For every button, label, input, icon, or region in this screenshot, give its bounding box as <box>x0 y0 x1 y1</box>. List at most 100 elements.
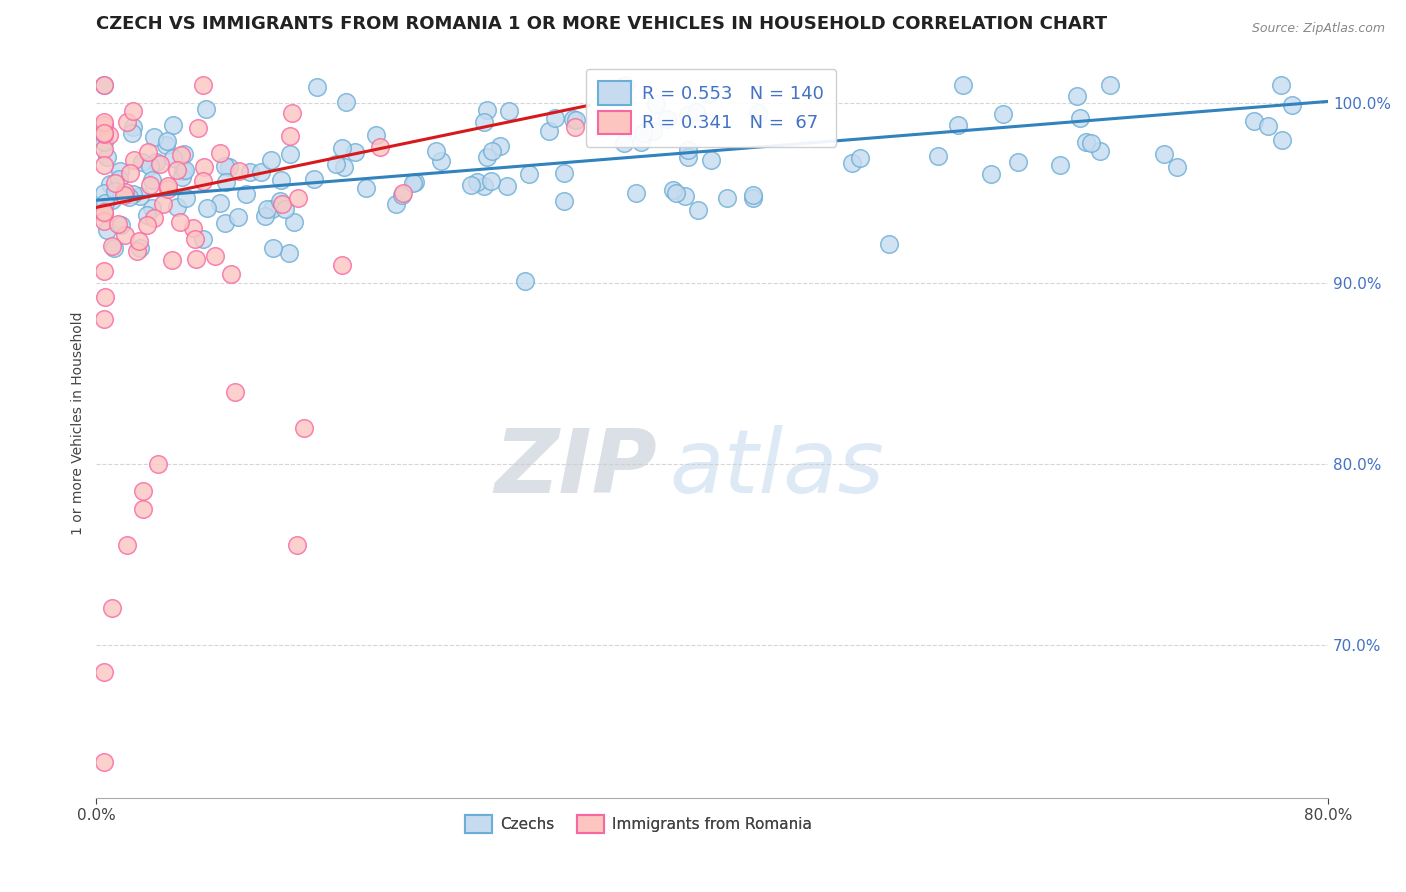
Point <box>152 197 174 211</box>
Point <box>174 191 197 205</box>
Point <box>278 147 301 161</box>
Point <box>676 108 699 122</box>
Point <box>1243 114 1265 128</box>
Point <box>93 206 115 220</box>
Point <box>676 144 699 158</box>
Point <box>93 118 115 132</box>
Point <box>610 112 633 126</box>
Point <box>214 175 236 189</box>
Text: ZIP: ZIP <box>494 425 657 512</box>
Point <box>156 134 179 148</box>
Point <box>114 227 136 242</box>
Point <box>104 184 127 198</box>
Point <box>1271 133 1294 147</box>
Point <box>741 191 763 205</box>
Point <box>191 232 214 246</box>
Point <box>269 194 291 208</box>
Point <box>270 197 292 211</box>
Point <box>172 163 194 178</box>
Point <box>335 95 357 110</box>
Point <box>93 264 115 278</box>
Point <box>131 154 153 169</box>
Point <box>429 154 451 169</box>
Point <box>630 135 652 149</box>
Point <box>104 176 127 190</box>
Point <box>138 159 160 173</box>
Point <box>115 114 138 128</box>
Point <box>488 139 510 153</box>
Point <box>169 148 191 162</box>
Point <box>676 150 699 164</box>
Point <box>169 215 191 229</box>
Text: CZECH VS IMMIGRANTS FROM ROMANIA 1 OR MORE VEHICLES IN HOUSEHOLD CORRELATION CHA: CZECH VS IMMIGRANTS FROM ROMANIA 1 OR MO… <box>97 15 1108 33</box>
Point <box>93 755 115 769</box>
Point <box>662 182 685 196</box>
Point <box>209 146 232 161</box>
Point <box>1066 88 1088 103</box>
Point <box>224 384 246 399</box>
Point <box>209 196 232 211</box>
Point <box>239 165 262 179</box>
Point <box>157 182 180 196</box>
Point <box>1076 135 1098 149</box>
Point <box>253 210 276 224</box>
Point <box>184 252 207 267</box>
Legend: Czechs, Immigrants from Romania: Czechs, Immigrants from Romania <box>458 809 818 839</box>
Point <box>475 103 498 118</box>
Point <box>333 160 356 174</box>
Point <box>696 87 718 101</box>
Point <box>93 214 115 228</box>
Point <box>121 186 143 201</box>
Point <box>1270 78 1292 92</box>
Point <box>517 167 540 181</box>
Point <box>1090 145 1112 159</box>
Point <box>107 217 129 231</box>
Point <box>146 457 169 471</box>
Point <box>716 191 738 205</box>
Point <box>103 241 125 255</box>
Point <box>841 155 863 169</box>
Point <box>747 106 769 120</box>
Point <box>100 601 122 615</box>
Point <box>1257 120 1279 134</box>
Point <box>166 200 188 214</box>
Point <box>131 483 153 498</box>
Point <box>673 189 696 203</box>
Point <box>946 118 969 132</box>
Point <box>128 241 150 255</box>
Point <box>641 124 664 138</box>
Point <box>135 218 157 232</box>
Point <box>479 173 502 187</box>
Point <box>281 106 304 120</box>
Point <box>214 217 236 231</box>
Point <box>283 214 305 228</box>
Point <box>481 144 503 158</box>
Point <box>368 139 391 153</box>
Point <box>93 78 115 92</box>
Point <box>96 150 118 164</box>
Point <box>97 128 120 142</box>
Point <box>100 239 122 253</box>
Point <box>170 170 193 185</box>
Point <box>221 267 243 281</box>
Point <box>256 202 278 217</box>
Point <box>496 178 519 193</box>
Point <box>184 231 207 245</box>
Y-axis label: 1 or more Vehicles in Household: 1 or more Vehicles in Household <box>72 311 86 535</box>
Point <box>162 119 184 133</box>
Point <box>498 104 520 119</box>
Point <box>187 121 209 136</box>
Point <box>142 130 165 145</box>
Point <box>166 163 188 178</box>
Point <box>96 223 118 237</box>
Point <box>125 244 148 259</box>
Point <box>173 162 195 177</box>
Point <box>274 202 297 217</box>
Point <box>562 112 585 126</box>
Point <box>162 151 184 165</box>
Point <box>302 172 325 186</box>
Point <box>98 177 121 191</box>
Point <box>157 178 180 193</box>
Point <box>686 203 709 218</box>
Point <box>260 202 283 216</box>
